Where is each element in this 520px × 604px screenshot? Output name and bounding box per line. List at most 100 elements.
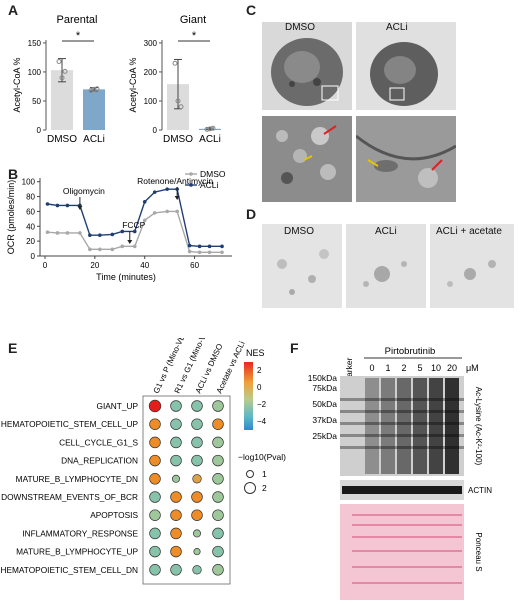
dose-label: 5 xyxy=(417,363,422,373)
y-tick-label: 60 xyxy=(26,207,35,216)
legend-marker xyxy=(189,172,193,176)
series-point xyxy=(45,202,50,206)
y-axis-label: Acetyl-CoA % xyxy=(12,57,22,112)
y-axis-label: Acetyl-CoA % xyxy=(128,57,138,112)
series-point xyxy=(175,209,179,214)
dot xyxy=(212,418,224,430)
panel-c-em-dmso xyxy=(262,22,352,110)
dot xyxy=(170,564,182,576)
pval-legend-label: 2 xyxy=(262,483,267,493)
dot xyxy=(192,565,202,575)
dose-label: 10 xyxy=(431,363,441,373)
series-point xyxy=(187,243,192,248)
x-tick-label: ACLi xyxy=(83,134,105,145)
series-point xyxy=(197,244,202,249)
y-tick-label: 0 xyxy=(153,126,158,135)
colorbar-tick-label: 2 xyxy=(257,366,262,375)
drug-label: Pirtobrutinib xyxy=(385,346,436,357)
dot xyxy=(170,545,182,558)
blot-lane xyxy=(445,378,459,474)
dot xyxy=(149,545,161,558)
dot xyxy=(191,454,203,467)
y-tick-label: 100 xyxy=(144,97,158,106)
y-tick-label: 40 xyxy=(26,222,35,231)
series-point xyxy=(132,229,137,234)
panel-c-em-acli-zoom xyxy=(356,116,456,202)
blot-lane xyxy=(365,378,379,474)
ponceau-blot xyxy=(340,504,464,600)
series-point xyxy=(165,187,169,191)
x-tick-label: DMSO xyxy=(47,134,77,145)
blot-band xyxy=(340,422,464,425)
dot-plot-frame xyxy=(142,395,231,585)
pval-legend-label: 1 xyxy=(262,469,267,479)
series-point xyxy=(165,209,169,214)
dot xyxy=(170,436,182,449)
significance-star: * xyxy=(76,30,81,42)
panel-label-c: C xyxy=(246,2,257,18)
panel-label-d: D xyxy=(246,206,257,222)
data-point xyxy=(175,98,181,104)
ponceau-band xyxy=(352,566,462,568)
dot xyxy=(191,491,203,503)
colorbar-tick-label: −2 xyxy=(257,400,267,409)
ponceau-band xyxy=(352,514,462,516)
legend-label: DMSO xyxy=(200,169,226,179)
dot xyxy=(212,509,224,521)
series-point xyxy=(187,249,192,254)
y-tick-label: 150 xyxy=(28,39,42,48)
gene-set-label: MATURE_B_LYMPHOCYTE_DN xyxy=(16,474,138,484)
data-point xyxy=(204,126,210,132)
blot-band xyxy=(340,434,464,437)
dot xyxy=(212,400,224,412)
dot xyxy=(148,399,162,413)
series-point xyxy=(220,244,224,249)
dot xyxy=(193,529,201,538)
ponceau-band xyxy=(352,582,462,584)
dot xyxy=(191,509,203,521)
dose-label: 0 xyxy=(369,363,374,373)
series-point xyxy=(65,203,70,208)
data-point xyxy=(59,75,65,81)
series-point xyxy=(98,247,102,252)
gene-set-label: DOWNSTREAM_EVENTS_OF_BCR xyxy=(1,492,138,502)
dot xyxy=(149,527,161,540)
dot xyxy=(212,545,224,558)
x-axis-label: Time (minutes) xyxy=(96,272,156,282)
pval-legend-circle xyxy=(244,482,256,494)
panel-label-b: B xyxy=(8,166,19,182)
blot-band xyxy=(340,398,464,401)
blot-lane xyxy=(381,378,395,474)
arrowhead xyxy=(127,240,133,244)
dot xyxy=(193,548,201,556)
kda-label: 50kDa xyxy=(312,399,337,409)
x-tick-label: 20 xyxy=(90,261,99,270)
series-point xyxy=(197,250,202,255)
series-point xyxy=(110,247,115,252)
legend-title: NES xyxy=(246,348,265,358)
data-point xyxy=(172,60,178,66)
dot xyxy=(172,474,180,483)
dot xyxy=(192,474,202,484)
panel-c-em-acli xyxy=(356,22,456,110)
y-tick-label: 300 xyxy=(144,39,158,48)
panel-e-gsea-dot-plot: G1 vs P (Mino-VEN-R)R1 vs G1 (Mino-VEN-R… xyxy=(0,338,286,585)
series-point xyxy=(207,250,212,255)
ponceau-band xyxy=(352,524,462,526)
panel-d-image-acli-acetate xyxy=(430,224,514,308)
series-point xyxy=(88,247,92,252)
series-line xyxy=(47,188,223,248)
y-tick-label: 100 xyxy=(28,68,42,77)
dot xyxy=(149,473,161,485)
ponceau-band xyxy=(352,536,462,538)
panel-c-label-acli: ACLi xyxy=(386,22,408,33)
x-tick-label: 0 xyxy=(43,261,48,270)
dot xyxy=(191,418,203,430)
panel-c-em-dmso-zoom xyxy=(262,116,352,202)
gene-set-label: GIANT_UP xyxy=(97,401,139,411)
bar-chart-title: Parental xyxy=(57,14,98,26)
panel-d-label-dmso: DMSO xyxy=(284,226,314,237)
series-point xyxy=(152,190,157,194)
dose-unit: μM xyxy=(466,363,479,373)
dot xyxy=(170,418,182,430)
